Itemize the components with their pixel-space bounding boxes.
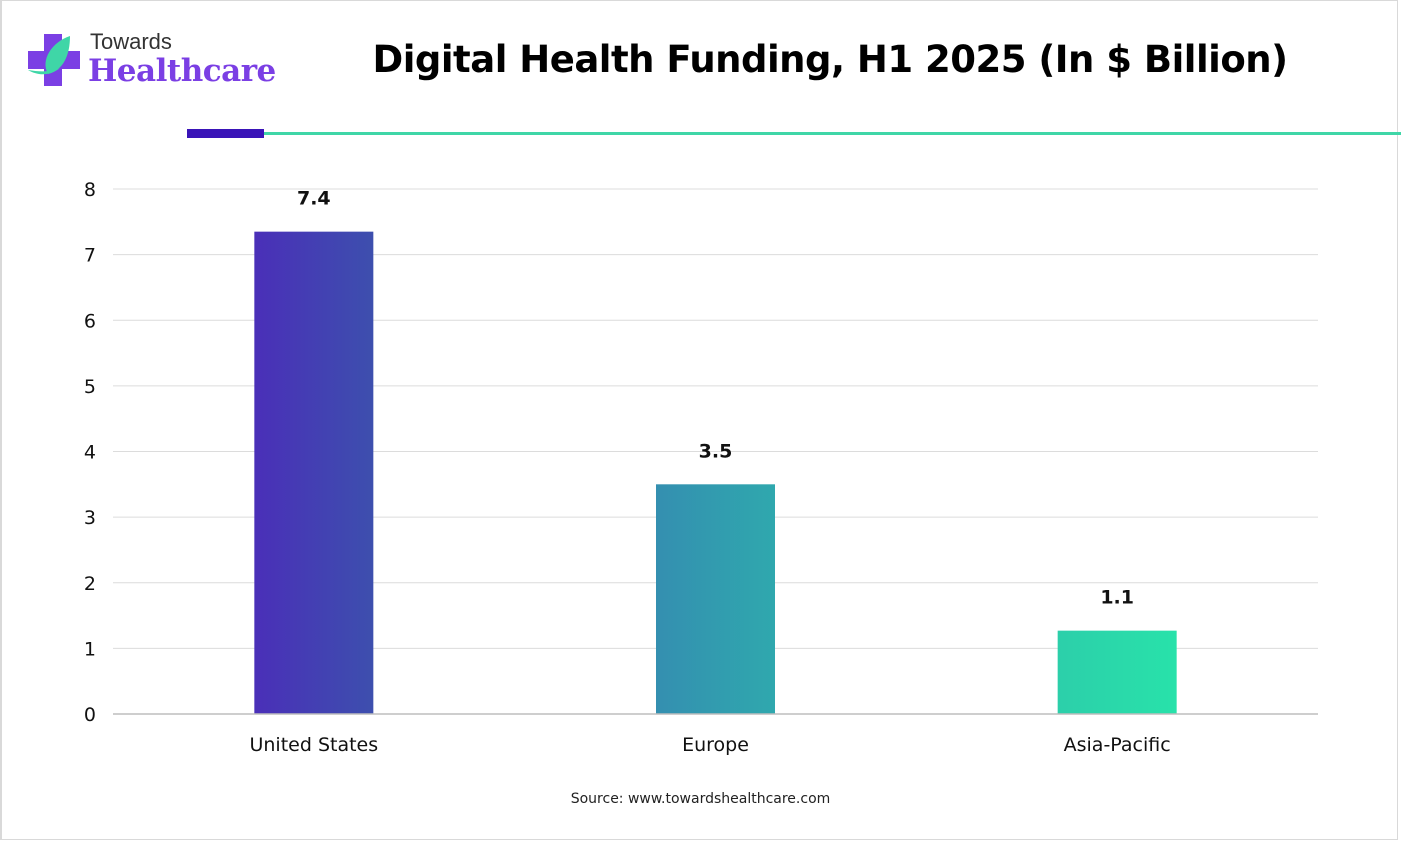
y-tick-label: 7 [84,245,96,267]
title-rule-line [264,132,1401,135]
x-category-label: Europe [682,734,749,756]
y-tick-label: 2 [84,573,96,595]
data-label: 7.4 [297,188,331,210]
x-category-label: Asia-Pacific [1064,734,1171,756]
data-label: 1.1 [1100,587,1134,609]
source-note: Source: www.towardshealthcare.com [570,791,831,807]
y-tick-label: 3 [84,507,96,529]
y-tick-label: 6 [84,310,96,332]
y-tick-label: 8 [84,179,96,201]
brand-name-line2: Healthcare [88,53,276,89]
cross-leaf-logo-icon [26,30,80,90]
bar-united-states [254,231,374,714]
y-tick-label: 4 [84,442,96,464]
y-tick-label: 0 [84,704,96,726]
x-category-label: United States [249,734,378,756]
brand-logo: Towards Healthcare [26,30,276,90]
y-tick-label: 5 [84,376,96,398]
brand-name-line1: Towards [90,29,172,54]
y-tick-label: 1 [84,638,96,660]
chart-title: Digital Health Funding, H1 2025 (In $ Bi… [372,38,1288,81]
title-rule-accent [187,129,264,138]
data-label: 3.5 [699,440,733,462]
bar-europe [656,484,775,714]
bar-asia-pacific [1057,630,1177,714]
